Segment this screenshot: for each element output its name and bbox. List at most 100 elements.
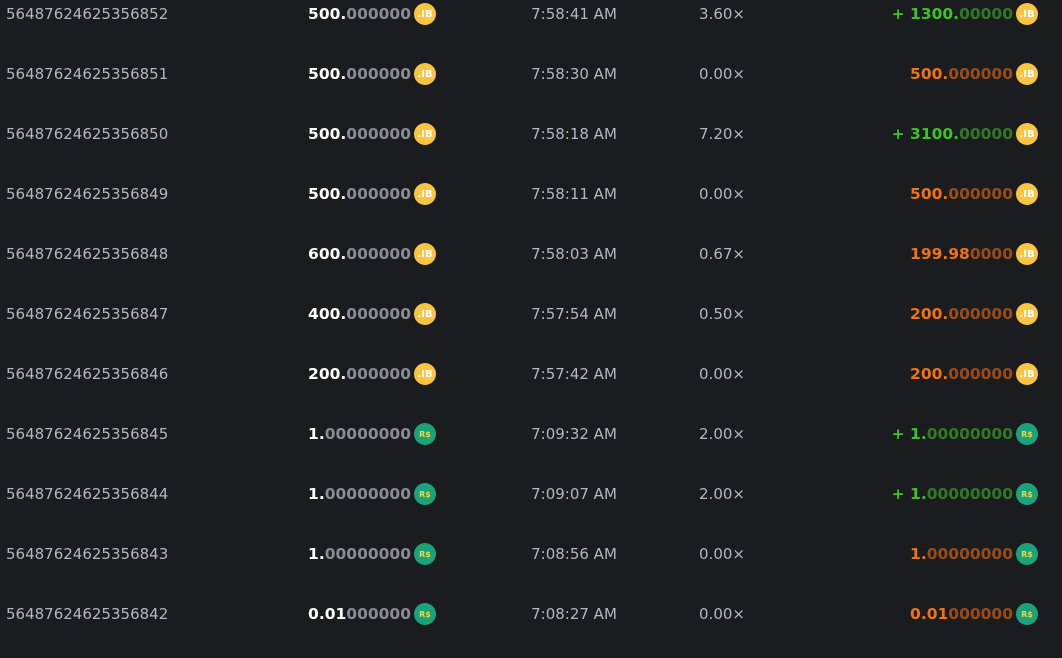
bet-time: 7:58:18 AM [531,125,617,143]
amount-decimals: 00000000 [324,485,411,503]
rs-coin-icon: R$ [1016,543,1038,565]
amount-main: 1. [308,545,325,563]
amount-decimals: 00000000 [324,425,411,443]
table-row[interactable]: 56487624625356849 500.000000 .IB 7:58:11 … [0,178,1062,238]
multiplier: 0.50× [699,305,745,323]
bet-id[interactable]: 56487624625356843 [6,545,169,563]
ib-coin-icon: .IB [1016,123,1038,145]
multiplier: 0.00× [699,605,745,623]
rs-coin-icon: R$ [1016,483,1038,505]
table-row[interactable]: 56487624625356848 600.000000 .IB 7:58:03 … [0,238,1062,298]
payout: + 1.00000000 R$ [892,483,1038,505]
payout-decimals: 000000 [948,365,1013,383]
payout-decimals: 000000 [948,65,1013,83]
multiplier: 2.00× [699,425,745,443]
bet-time: 7:58:11 AM [531,185,617,203]
table-row[interactable]: 56487624625356842 0.01000000 R$ 7:08:27 A… [0,598,1062,658]
rs-coin-icon: R$ [414,483,436,505]
amount-main: 0.01 [308,605,347,623]
amount-decimals: 000000 [346,305,411,323]
bet-amount: 500.000000 .IB [308,3,436,25]
bet-amount: 500.000000 .IB [308,123,436,145]
bet-id[interactable]: 56487624625356851 [6,65,169,83]
multiplier: 0.00× [699,185,745,203]
table-row[interactable]: 56487624625356843 1.00000000 R$ 7:08:56 A… [0,538,1062,598]
amount-decimals: 000000 [346,245,411,263]
payout-main: 200. [910,305,949,323]
ib-coin-icon: .IB [1016,63,1038,85]
rs-coin-icon: R$ [414,543,436,565]
payout-main: 1. [910,545,927,563]
amount-main: 200. [308,365,347,383]
payout: 500.000000 .IB [910,63,1038,85]
payout-main: 500. [910,185,949,203]
table-row[interactable]: 56487624625356852 500.000000 .IB 7:58:41 … [0,0,1062,58]
ib-coin-icon: .IB [414,363,436,385]
amount-decimals: 000000 [346,5,411,23]
bet-time: 7:58:03 AM [531,245,617,263]
payout-decimals: 0000 [969,245,1013,263]
payout-prefix: + [891,5,911,23]
payout-main: 3100. [910,125,960,143]
payout-main: 0.01 [910,605,949,623]
amount-decimals: 000000 [346,65,411,83]
bet-amount: 200.000000 .IB [308,363,436,385]
ib-coin-icon: .IB [1016,243,1038,265]
table-row[interactable]: 56487624625356847 400.000000 .IB 7:57:54 … [0,298,1062,358]
amount-decimals: 00000000 [324,545,411,563]
payout-decimals: 000000 [948,185,1013,203]
bet-amount: 1.00000000 R$ [308,483,436,505]
multiplier: 0.00× [699,545,745,563]
payout: + 1300.00000 .IB [892,3,1038,25]
bet-id[interactable]: 56487624625356842 [6,605,169,623]
table-row[interactable]: 56487624625356846 200.000000 .IB 7:57:42 … [0,358,1062,418]
table-row[interactable]: 56487624625356844 1.00000000 R$ 7:09:07 A… [0,478,1062,538]
bet-id[interactable]: 56487624625356847 [6,305,169,323]
payout: 200.000000 .IB [910,363,1038,385]
payout-decimals: 000000 [948,305,1013,323]
ib-coin-icon: .IB [414,303,436,325]
rs-coin-icon: R$ [414,423,436,445]
bet-time: 7:57:42 AM [531,365,617,383]
multiplier: 0.67× [699,245,745,263]
bet-id[interactable]: 56487624625356852 [6,5,169,23]
bet-time: 7:57:54 AM [531,305,617,323]
bet-amount: 500.000000 .IB [308,63,436,85]
payout-decimals: 00000000 [926,485,1013,503]
amount-main: 500. [308,125,347,143]
rs-coin-icon: R$ [1016,603,1038,625]
payout-main: 500. [910,65,949,83]
bet-time: 7:09:32 AM [531,425,617,443]
amount-main: 500. [308,65,347,83]
payout-prefix: + [891,125,911,143]
payout-decimals: 00000 [959,5,1013,23]
bet-amount: 1.00000000 R$ [308,423,436,445]
bet-id[interactable]: 56487624625356849 [6,185,169,203]
multiplier: 3.60× [699,5,745,23]
payout-prefix: + [891,425,911,443]
bet-id[interactable]: 56487624625356846 [6,365,169,383]
amount-decimals: 000000 [346,125,411,143]
bet-id[interactable]: 56487624625356848 [6,245,169,263]
ib-coin-icon: .IB [414,243,436,265]
payout-main: 199.98 [910,245,970,263]
bet-id[interactable]: 56487624625356845 [6,425,169,443]
bet-id[interactable]: 56487624625356850 [6,125,169,143]
table-row[interactable]: 56487624625356851 500.000000 .IB 7:58:30 … [0,58,1062,118]
ib-coin-icon: .IB [414,3,436,25]
amount-main: 400. [308,305,347,323]
bet-id[interactable]: 56487624625356844 [6,485,169,503]
amount-main: 500. [308,5,347,23]
ib-coin-icon: .IB [1016,183,1038,205]
bet-time: 7:08:27 AM [531,605,617,623]
payout-main: 1. [910,485,927,503]
table-row[interactable]: 56487624625356845 1.00000000 R$ 7:09:32 A… [0,418,1062,478]
payout-main: 200. [910,365,949,383]
bet-amount: 400.000000 .IB [308,303,436,325]
multiplier: 0.00× [699,365,745,383]
bet-time: 7:58:41 AM [531,5,617,23]
ib-coin-icon: .IB [414,183,436,205]
bet-amount: 1.00000000 R$ [308,543,436,565]
table-row[interactable]: 56487624625356850 500.000000 .IB 7:58:18 … [0,118,1062,178]
ib-coin-icon: .IB [1016,303,1038,325]
